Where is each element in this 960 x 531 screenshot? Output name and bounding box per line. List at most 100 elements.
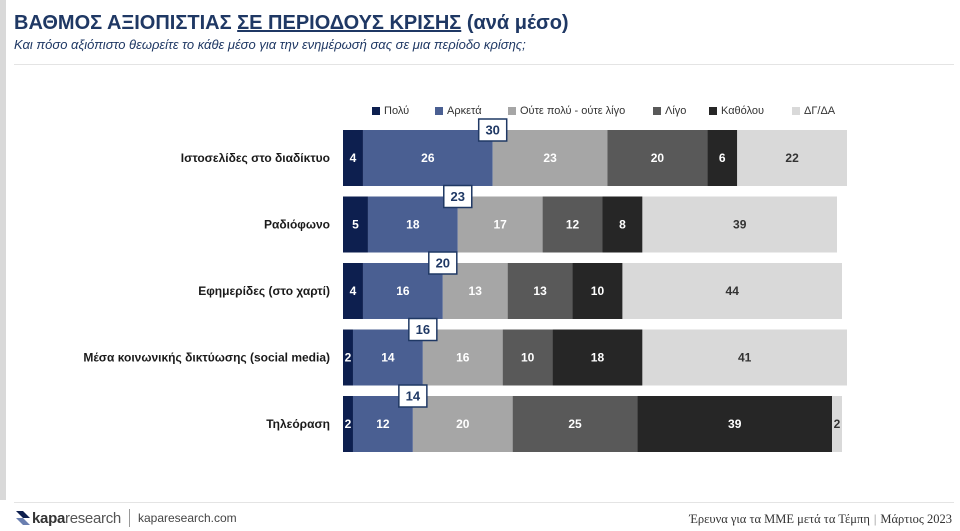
data-label: 22 [785, 151, 799, 165]
brand-name: kaparesearch [32, 510, 121, 527]
legend-item: Καθόλου [709, 105, 764, 117]
bar-segment [622, 263, 842, 319]
bar-segment [552, 329, 643, 386]
data-label: 13 [533, 284, 547, 298]
legend-item: Ούτε πολύ - ούτε λίγο [508, 105, 625, 117]
callout-value: 14 [406, 389, 421, 404]
bar-segment [362, 130, 493, 186]
category-label: Ραδιόφωνο [264, 218, 330, 232]
bar-segment [737, 130, 847, 186]
callout-box [477, 118, 508, 142]
data-label: 10 [591, 284, 605, 298]
legend-item: ΔΓ/ΔΑ [792, 105, 835, 117]
legend-swatch [508, 107, 516, 115]
brand-separator [128, 509, 130, 527]
data-label: 44 [726, 284, 740, 298]
data-label: 14 [381, 351, 395, 365]
bar-segment [343, 396, 353, 452]
data-label: 41 [738, 351, 752, 365]
data-label: 26 [421, 151, 435, 165]
callout-box [398, 384, 428, 408]
category-label: Ιστοσελίδες στο διαδίκτυο [181, 151, 330, 165]
data-label: 23 [543, 151, 557, 165]
bar-segment [642, 196, 838, 253]
callout-value: 16 [416, 322, 430, 337]
bar-segment [832, 396, 842, 452]
data-label: 20 [651, 151, 665, 165]
data-label: 18 [591, 351, 605, 365]
page-subtitle: Και πόσο αξιόπιστο θεωρείτε το κάθε μέσο… [14, 37, 526, 52]
bar-segment [512, 396, 638, 452]
callout-value: 20 [436, 256, 450, 271]
left-accent-bar [0, 0, 6, 500]
legend-label: Αρκετά [447, 105, 482, 117]
legend-swatch [709, 107, 717, 115]
legend-item: Πολύ [372, 105, 409, 117]
callout-box [428, 251, 458, 275]
source-text: Έρευνα για τα ΜΜΕ μετά τα Τέμπη [689, 512, 870, 526]
legend-label: Ούτε πολύ - ούτε λίγο [520, 105, 626, 117]
footer-brand: kaparesearch kaparesearch.com [16, 509, 237, 527]
legend-swatch [372, 107, 380, 115]
data-label: 2 [345, 351, 352, 365]
data-label: 8 [619, 218, 626, 232]
bar-segment [502, 329, 553, 386]
footer-source: Έρευνα για τα ΜΜΕ μετά τα Τέμπη | Μάρτιος … [689, 512, 952, 527]
bar-segment [343, 329, 353, 386]
data-label: 10 [521, 351, 535, 365]
footer-url: kaparesearch.com [137, 511, 237, 525]
brand-bold: kapa [32, 509, 65, 527]
title-underlined: ΣΕ ΠΕΡΙΟΔΟΥΣ ΚΡΙΣΗΣ [237, 12, 462, 34]
bar-segment [412, 396, 513, 452]
bar-segment [642, 329, 847, 386]
data-label: 12 [566, 218, 580, 232]
data-label: 39 [733, 218, 747, 232]
legend-label: ΔΓ/ΔΑ [804, 105, 836, 117]
footer-divider [14, 502, 954, 503]
callout-box [408, 317, 438, 342]
data-label: 12 [376, 417, 390, 431]
data-label: 17 [494, 218, 508, 232]
data-label: 16 [456, 351, 470, 365]
bar-segment [343, 196, 368, 253]
legend-swatch [792, 107, 800, 115]
bar-segment [602, 196, 643, 253]
source-pipe: | [873, 512, 877, 526]
callout-value: 23 [451, 189, 465, 204]
data-label: 25 [568, 417, 582, 431]
category-label: Τηλεόραση [266, 417, 330, 431]
title-suffix: (ανά μέσο) [461, 12, 569, 34]
bar-segment [637, 396, 833, 452]
data-label: 4 [350, 284, 357, 298]
title-main: ΒΑΘΜΟΣ ΑΞΙΟΠΙΣΤΙΑΣ [14, 12, 238, 34]
bar-segment [572, 263, 623, 319]
data-label: 16 [396, 284, 410, 298]
bar-segment [707, 130, 738, 186]
page-title: ΒΑΘΜΟΣ ΑΞΙΟΠΙΣΤΙΑΣ ΣΕ ΠΕΡΙΟΔΟΥΣ ΚΡΙΣΗΣ (… [14, 12, 569, 35]
data-label: 2 [834, 417, 841, 431]
bar-segment [367, 196, 458, 253]
bar-segment [343, 263, 363, 319]
category-label: Μέσα κοινωνικής δικτύωσης (social media) [83, 351, 330, 365]
header-divider [14, 64, 954, 65]
data-label: 5 [352, 218, 359, 232]
category-label: Εφημερίδες (στο χαρτί) [198, 284, 330, 298]
bar-segment [542, 196, 603, 253]
kapa-logo-icon [16, 511, 30, 525]
legend-label: Καθόλου [721, 105, 765, 117]
data-label: 2 [345, 417, 352, 431]
bar-segment [507, 263, 573, 319]
legend-item: Λίγο [653, 105, 686, 117]
legend-swatch [653, 107, 661, 115]
data-label: 39 [728, 417, 742, 431]
callout-value: 30 [485, 123, 499, 138]
legend-label: Πολύ [384, 105, 410, 117]
legend-swatch [435, 107, 443, 115]
data-label: 18 [406, 218, 420, 232]
bar-segment [607, 130, 708, 186]
legend-label: Λίγο [665, 105, 687, 117]
data-label: 20 [456, 417, 470, 431]
data-label: 4 [350, 151, 357, 165]
data-label: 13 [469, 284, 483, 298]
